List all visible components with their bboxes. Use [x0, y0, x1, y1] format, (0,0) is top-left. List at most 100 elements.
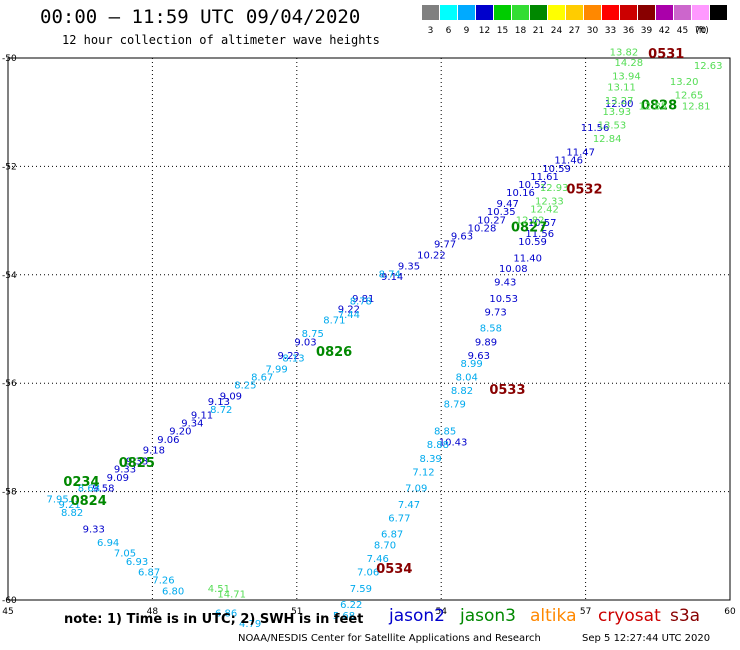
scale-label: 33: [604, 26, 617, 36]
scale-label: 9: [463, 26, 470, 36]
data-label-jason3_light: 13.82: [610, 47, 639, 58]
scale-unit: (ft): [695, 26, 709, 36]
y-tick-label: -50: [2, 54, 17, 64]
data-label-jason2: 10.57: [528, 218, 557, 229]
data-label-jason3_light: 12.85: [639, 101, 668, 112]
data-label-jason3_light: 12.33: [535, 196, 564, 207]
data-label-jason2_light: 5.68: [333, 611, 355, 622]
data-label-jason2: 9.34: [181, 419, 203, 430]
data-label-jason2: 10.43: [439, 438, 468, 449]
data-label-jason2: 9.06: [157, 435, 179, 446]
satellite-legend-s3a: s3a: [670, 606, 701, 626]
data-label-jason2_light: 6.77: [388, 513, 410, 524]
scale-swatch: [692, 5, 709, 20]
data-label-jason2_light: 7.26: [152, 576, 174, 587]
data-label-jason2: 10.35: [487, 207, 516, 218]
data-label-jason2: 9.35: [398, 261, 420, 272]
data-label-jason2: 10.28: [468, 223, 497, 234]
data-label-jason2_light: 8.82: [451, 386, 473, 397]
scale-swatch: [494, 5, 511, 20]
data-label-jason2: 9.22: [278, 351, 300, 362]
data-label-jason2: 10.27: [477, 215, 506, 226]
data-label-jason2_light: 7.59: [350, 584, 372, 595]
scale-swatch: [476, 5, 493, 20]
data-label-jason2_light: 8.13: [282, 354, 304, 365]
scale-label: 30: [586, 26, 599, 36]
scale-label: 18: [514, 26, 527, 36]
data-label-jason3: 0824: [71, 494, 107, 509]
scale-swatch: [638, 5, 655, 20]
data-label-jason3_light: 12.82: [516, 215, 545, 226]
data-label-jason2_light: 8.67: [251, 372, 273, 383]
y-tick-label: -52: [2, 162, 17, 172]
chart-title: 00:00 – 11:59 UTC 09/04/2020: [40, 6, 361, 28]
satellite-legend-altika: altika: [530, 606, 577, 626]
data-label-jason2_light: 7.06: [357, 568, 379, 579]
data-label-jason2: 11.56: [525, 229, 554, 240]
scale-swatch: [512, 5, 529, 20]
data-label-jason3: 0828: [641, 98, 677, 113]
data-label-jason2_light: 8.25: [234, 381, 256, 392]
data-label-jason3_light: 14.71: [217, 589, 246, 600]
scale-swatch: [458, 5, 475, 20]
data-label-jason3_light: 12.84: [593, 134, 622, 145]
data-label-jason2: 9.13: [208, 397, 230, 408]
y-tick-label: -56: [2, 379, 17, 389]
data-label-jason2: 11.40: [513, 253, 542, 264]
x-tick-label: 51: [291, 607, 302, 617]
scale-swatch: [440, 5, 457, 20]
data-label-jason2_light: 8.82: [61, 508, 83, 519]
scale-label: 12: [478, 26, 491, 36]
data-label-jason2_light: 8.70: [374, 541, 396, 552]
data-label-jason2: 11.47: [566, 148, 595, 159]
data-label-jason2_light: 7.46: [367, 554, 389, 565]
scale-label: 45: [676, 26, 689, 36]
data-label-jason2_light: 6.86: [215, 608, 237, 619]
scale-swatch: [656, 5, 673, 20]
data-label-jason2_light: 6.80: [162, 587, 184, 598]
data-label-jason2: 9.81: [352, 294, 374, 305]
data-label-s3a: 0532: [566, 183, 602, 198]
data-label-jason2_light: 6.22: [340, 600, 362, 611]
scale-label: 24: [550, 26, 563, 36]
data-label-jason2_light: 8.99: [460, 359, 482, 370]
data-label-jason2: 9.63: [451, 232, 473, 243]
data-label-jason3_light: 12.63: [694, 61, 723, 72]
scale-label: 39: [640, 26, 653, 36]
data-label-jason2: 9.43: [494, 278, 516, 289]
data-label-jason2: 9.33: [114, 465, 136, 476]
x-tick-label: 48: [147, 607, 159, 617]
scale-label: 70: [694, 26, 707, 36]
chart-subtitle: 12 hour collection of altimeter wave hei…: [62, 33, 380, 47]
data-label-jason2_light: 8.72: [210, 405, 232, 416]
data-label-s3a: 0533: [489, 383, 525, 398]
data-label-jason2: 9.58: [92, 484, 114, 495]
data-label-jason2: 9.14: [381, 272, 403, 283]
data-label-jason3_light: 13.93: [602, 107, 631, 118]
data-label-jason3_light: 12.93: [540, 183, 569, 194]
data-label-jason2_light: 7.99: [266, 364, 288, 375]
data-label-jason3_light: 13.53: [598, 120, 627, 131]
data-label-jason3_light: 13.20: [670, 77, 699, 88]
data-label-jason2_light: 7.95: [47, 494, 69, 505]
y-tick-label: -54: [2, 271, 17, 281]
footer-credit: NOAA/NESDIS Center for Satellite Applica…: [238, 633, 541, 644]
data-label-jason2: 9.77: [434, 240, 456, 251]
data-label-jason2: 9.63: [468, 351, 490, 362]
data-label-jason2: 9.20: [169, 427, 191, 438]
data-label-jason3_light: 13.27: [605, 96, 634, 107]
data-label-jason3_light: 12.65: [675, 91, 704, 102]
data-label-jason2_light: 7.09: [405, 484, 427, 495]
data-label-jason2_light: 8.68: [78, 484, 100, 495]
scale-swatch: [674, 5, 691, 20]
data-label-jason2_light: 8.78: [350, 297, 372, 308]
scale-swatch: [566, 5, 583, 20]
data-label-jason3: 0825: [119, 456, 155, 471]
data-label-jason2: 10.59: [518, 237, 547, 248]
scale-swatch: [422, 5, 439, 20]
satellite-legend-jason2: jason2: [389, 606, 445, 626]
data-label-jason3_light: 13.94: [612, 72, 641, 83]
scale-swatch: [620, 5, 637, 20]
satellite-legend-cryosat: cryosat: [598, 606, 661, 626]
scale-label: 21: [532, 26, 545, 36]
